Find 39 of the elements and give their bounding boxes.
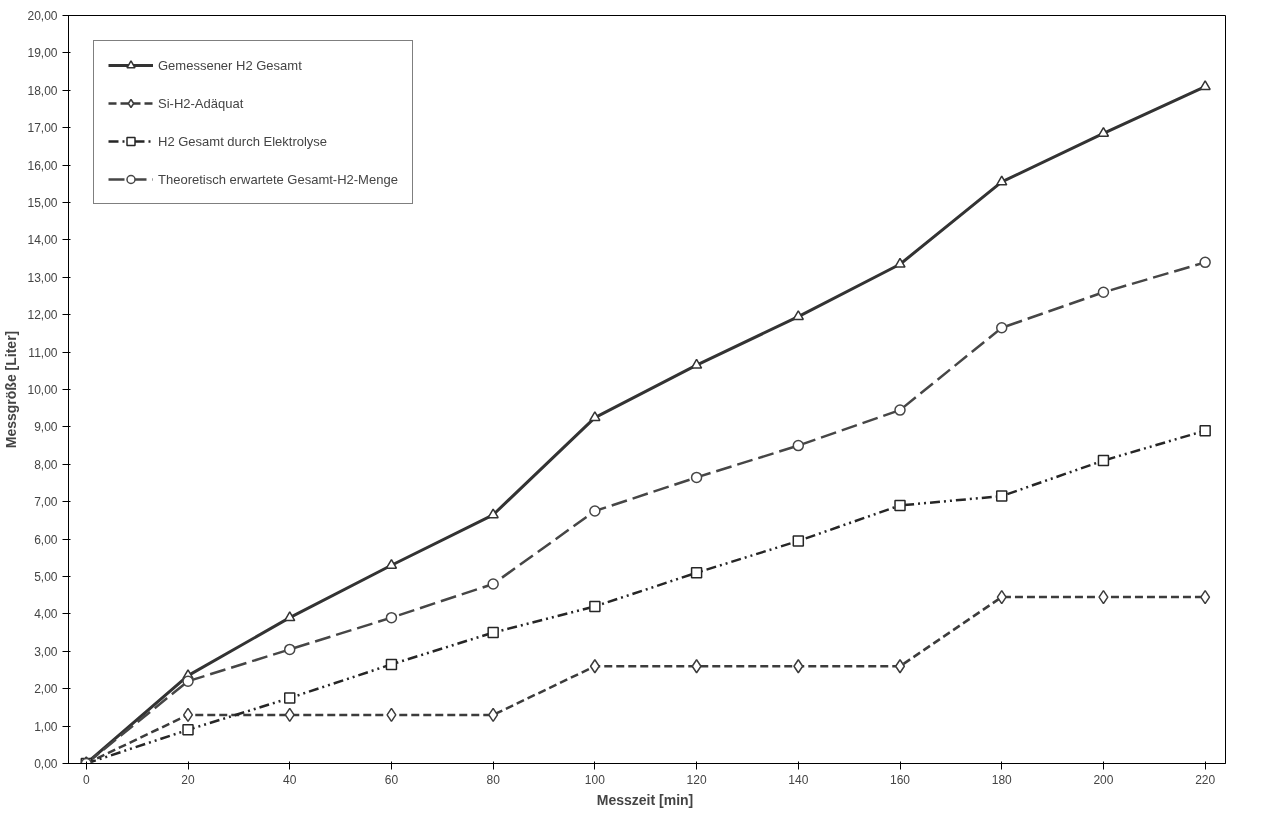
x-tick-label: 80 xyxy=(486,772,501,787)
x-tick-label: 100 xyxy=(584,772,606,787)
x-tick-label: 60 xyxy=(384,772,399,787)
x-tick-label: 180 xyxy=(991,772,1013,787)
y-tick-label: 5,00 xyxy=(34,570,58,584)
y-tick-label: 18,00 xyxy=(27,83,58,98)
y-tick-label: 3,00 xyxy=(34,644,58,659)
x-tick-label: 120 xyxy=(686,772,707,787)
x-tick-label: 40 xyxy=(283,772,297,787)
y-tick-label: 6,00 xyxy=(34,532,58,547)
legend-label: Si-H2-Adäquat xyxy=(158,95,244,111)
x-tick-label: 220 xyxy=(1195,772,1216,787)
y-tick-label: 4,00 xyxy=(34,607,58,622)
y-tick-label: 2,00 xyxy=(34,682,58,697)
x-axis-title: Messzeit [min] xyxy=(596,791,694,808)
x-tick-label: 200 xyxy=(1093,772,1114,787)
y-tick-label: 13,00 xyxy=(27,270,58,285)
y-tick-label: 7,00 xyxy=(34,495,58,510)
y-tick-label: 11,00 xyxy=(28,345,58,360)
y-tick-label: 20,00 xyxy=(27,9,58,23)
y-tick-label: 15,00 xyxy=(27,196,58,210)
legend-label: H2 Gesamt durch Elektrolyse xyxy=(158,133,328,149)
y-tick-label: 8,00 xyxy=(34,457,58,472)
y-tick-label: 17,00 xyxy=(27,121,58,136)
x-tick-label: 140 xyxy=(788,772,809,787)
y-tick-label: 0,00 xyxy=(34,757,58,771)
x-tick-label: 0 xyxy=(82,772,90,787)
y-tick-label: 10,00 xyxy=(27,383,58,397)
y-tick-label: 12,00 xyxy=(27,308,58,323)
y-tick-label: 14,00 xyxy=(27,233,58,248)
y-tick-label: 1,00 xyxy=(34,719,58,734)
y-tick-label: 16,00 xyxy=(27,158,58,173)
x-tick-label: 20 xyxy=(181,772,196,787)
y-tick-label: 19,00 xyxy=(27,46,58,61)
x-tick-label: 160 xyxy=(890,772,911,787)
legend-label: Theoretisch erwartete Gesamt-H2-Menge xyxy=(158,171,398,187)
legend-label: Gemessener H2 Gesamt xyxy=(158,57,302,73)
y-axis-title: Messgröße [Liter] xyxy=(3,330,20,449)
y-tick-label: 9,00 xyxy=(34,420,58,435)
